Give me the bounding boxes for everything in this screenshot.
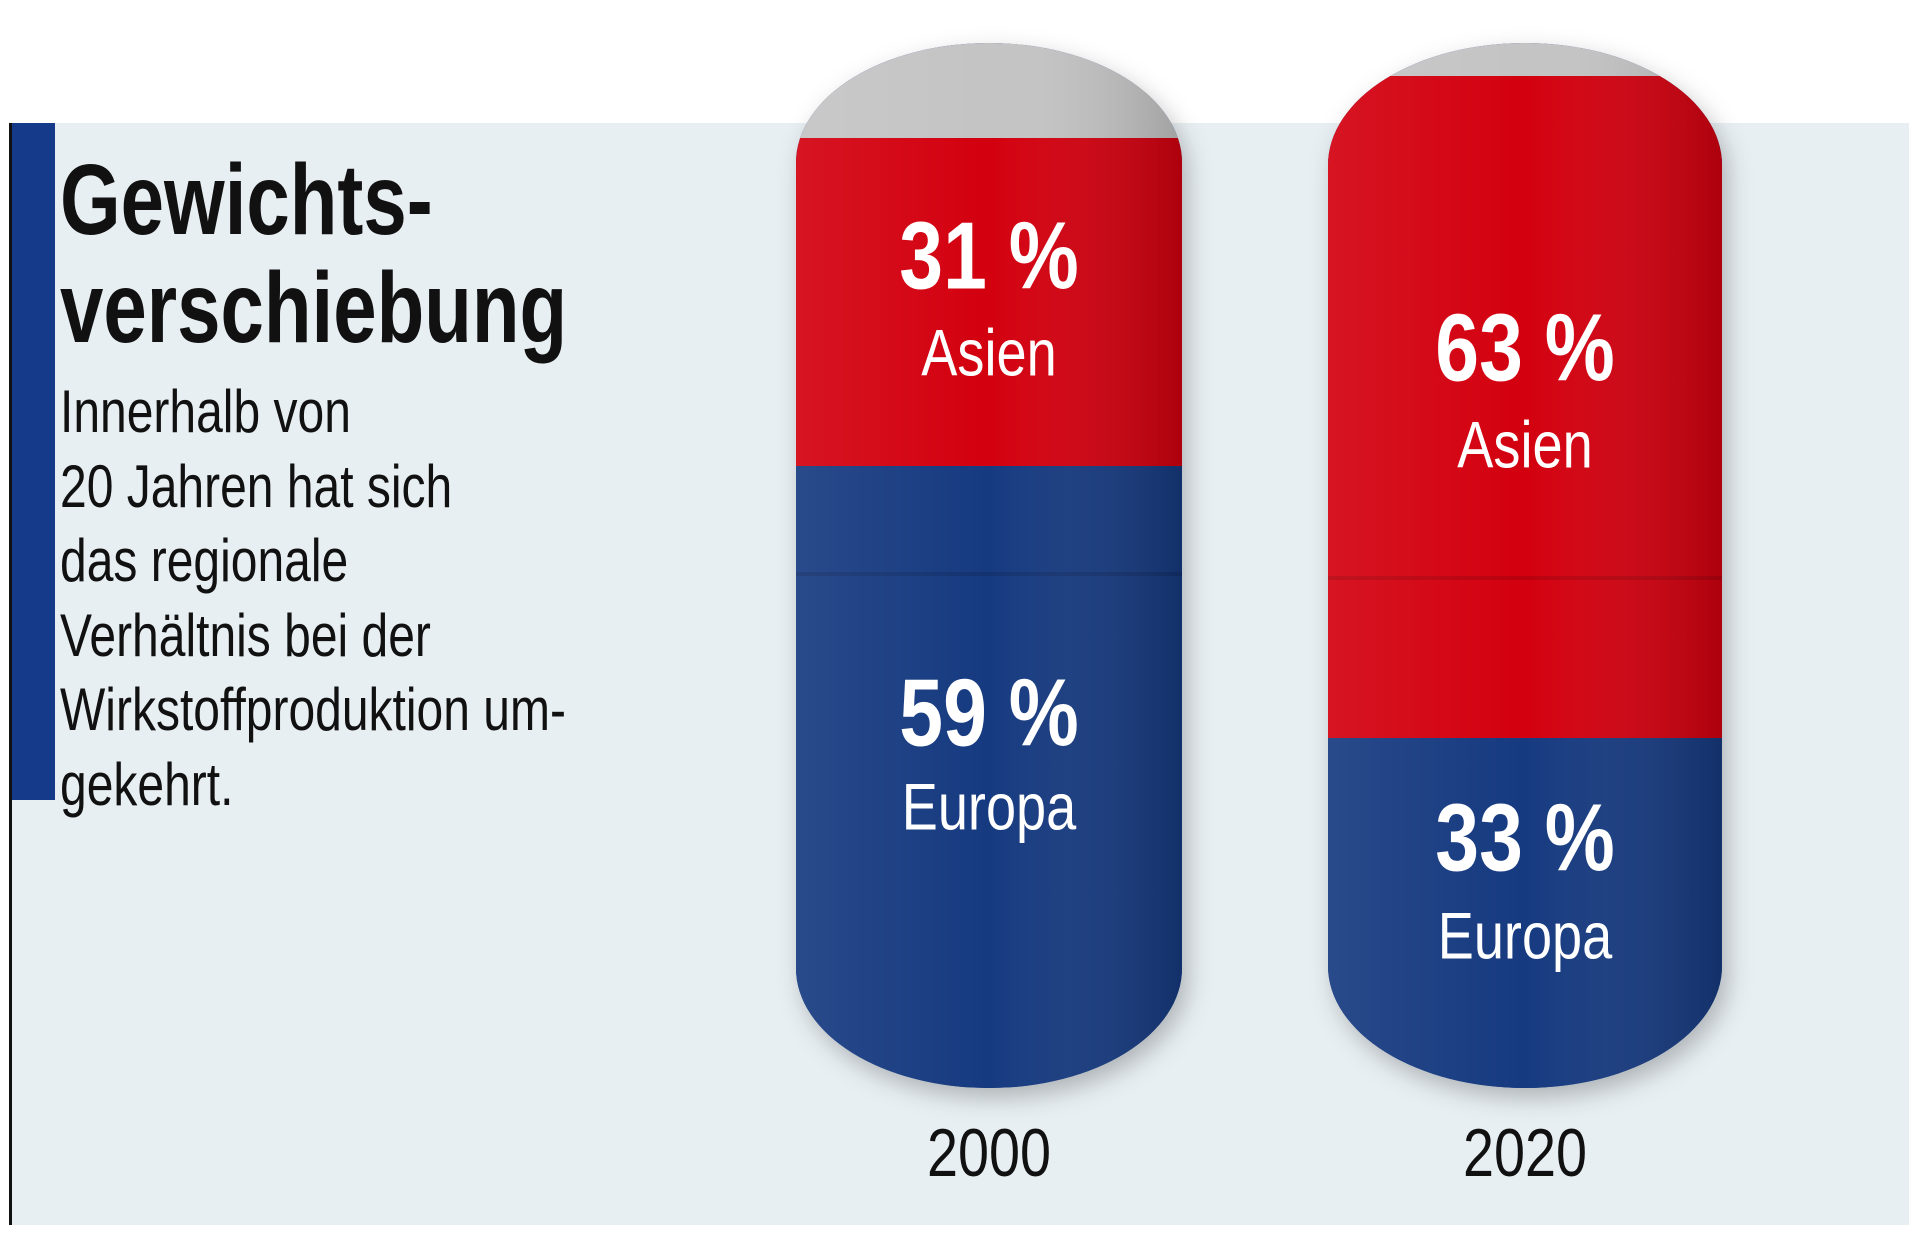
description-line: Wirkstoffproduktion um- bbox=[60, 676, 566, 743]
data-label-europa-2020: 33 % bbox=[1435, 784, 1614, 891]
chart-title-line-1: Gewichts- bbox=[60, 144, 433, 256]
series-label-europa-2020: Europa bbox=[1438, 898, 1613, 972]
capsule-shading-2020 bbox=[1328, 43, 1722, 1088]
description-line: Verhältnis bei der bbox=[60, 601, 431, 669]
capsule-shading-2000 bbox=[796, 43, 1182, 1088]
description-line: Innerhalb von bbox=[60, 378, 351, 445]
series-label-europa-2000: Europa bbox=[902, 769, 1077, 843]
x-tick-label-2000: 2000 bbox=[927, 1116, 1051, 1191]
description-line: gekehrt. bbox=[60, 750, 234, 818]
accent-bar bbox=[12, 123, 55, 800]
chart-description: Innerhalb von 20 Jahren hat sich das reg… bbox=[60, 375, 566, 822]
series-label-asien-2020: Asien bbox=[1457, 407, 1592, 481]
data-label-asien-2020: 63 % bbox=[1435, 294, 1614, 401]
data-label-asien-2000: 31 % bbox=[899, 202, 1078, 309]
x-tick-label-2020: 2020 bbox=[1463, 1116, 1587, 1191]
left-rule bbox=[9, 123, 12, 1225]
description-line: 20 Jahren hat sich bbox=[60, 452, 453, 520]
chart-title-line-2: verschiebung bbox=[60, 252, 568, 364]
series-label-asien-2000: Asien bbox=[921, 315, 1056, 389]
data-label-europa-2000: 59 % bbox=[899, 659, 1078, 766]
description-line: das regionale bbox=[60, 527, 349, 594]
